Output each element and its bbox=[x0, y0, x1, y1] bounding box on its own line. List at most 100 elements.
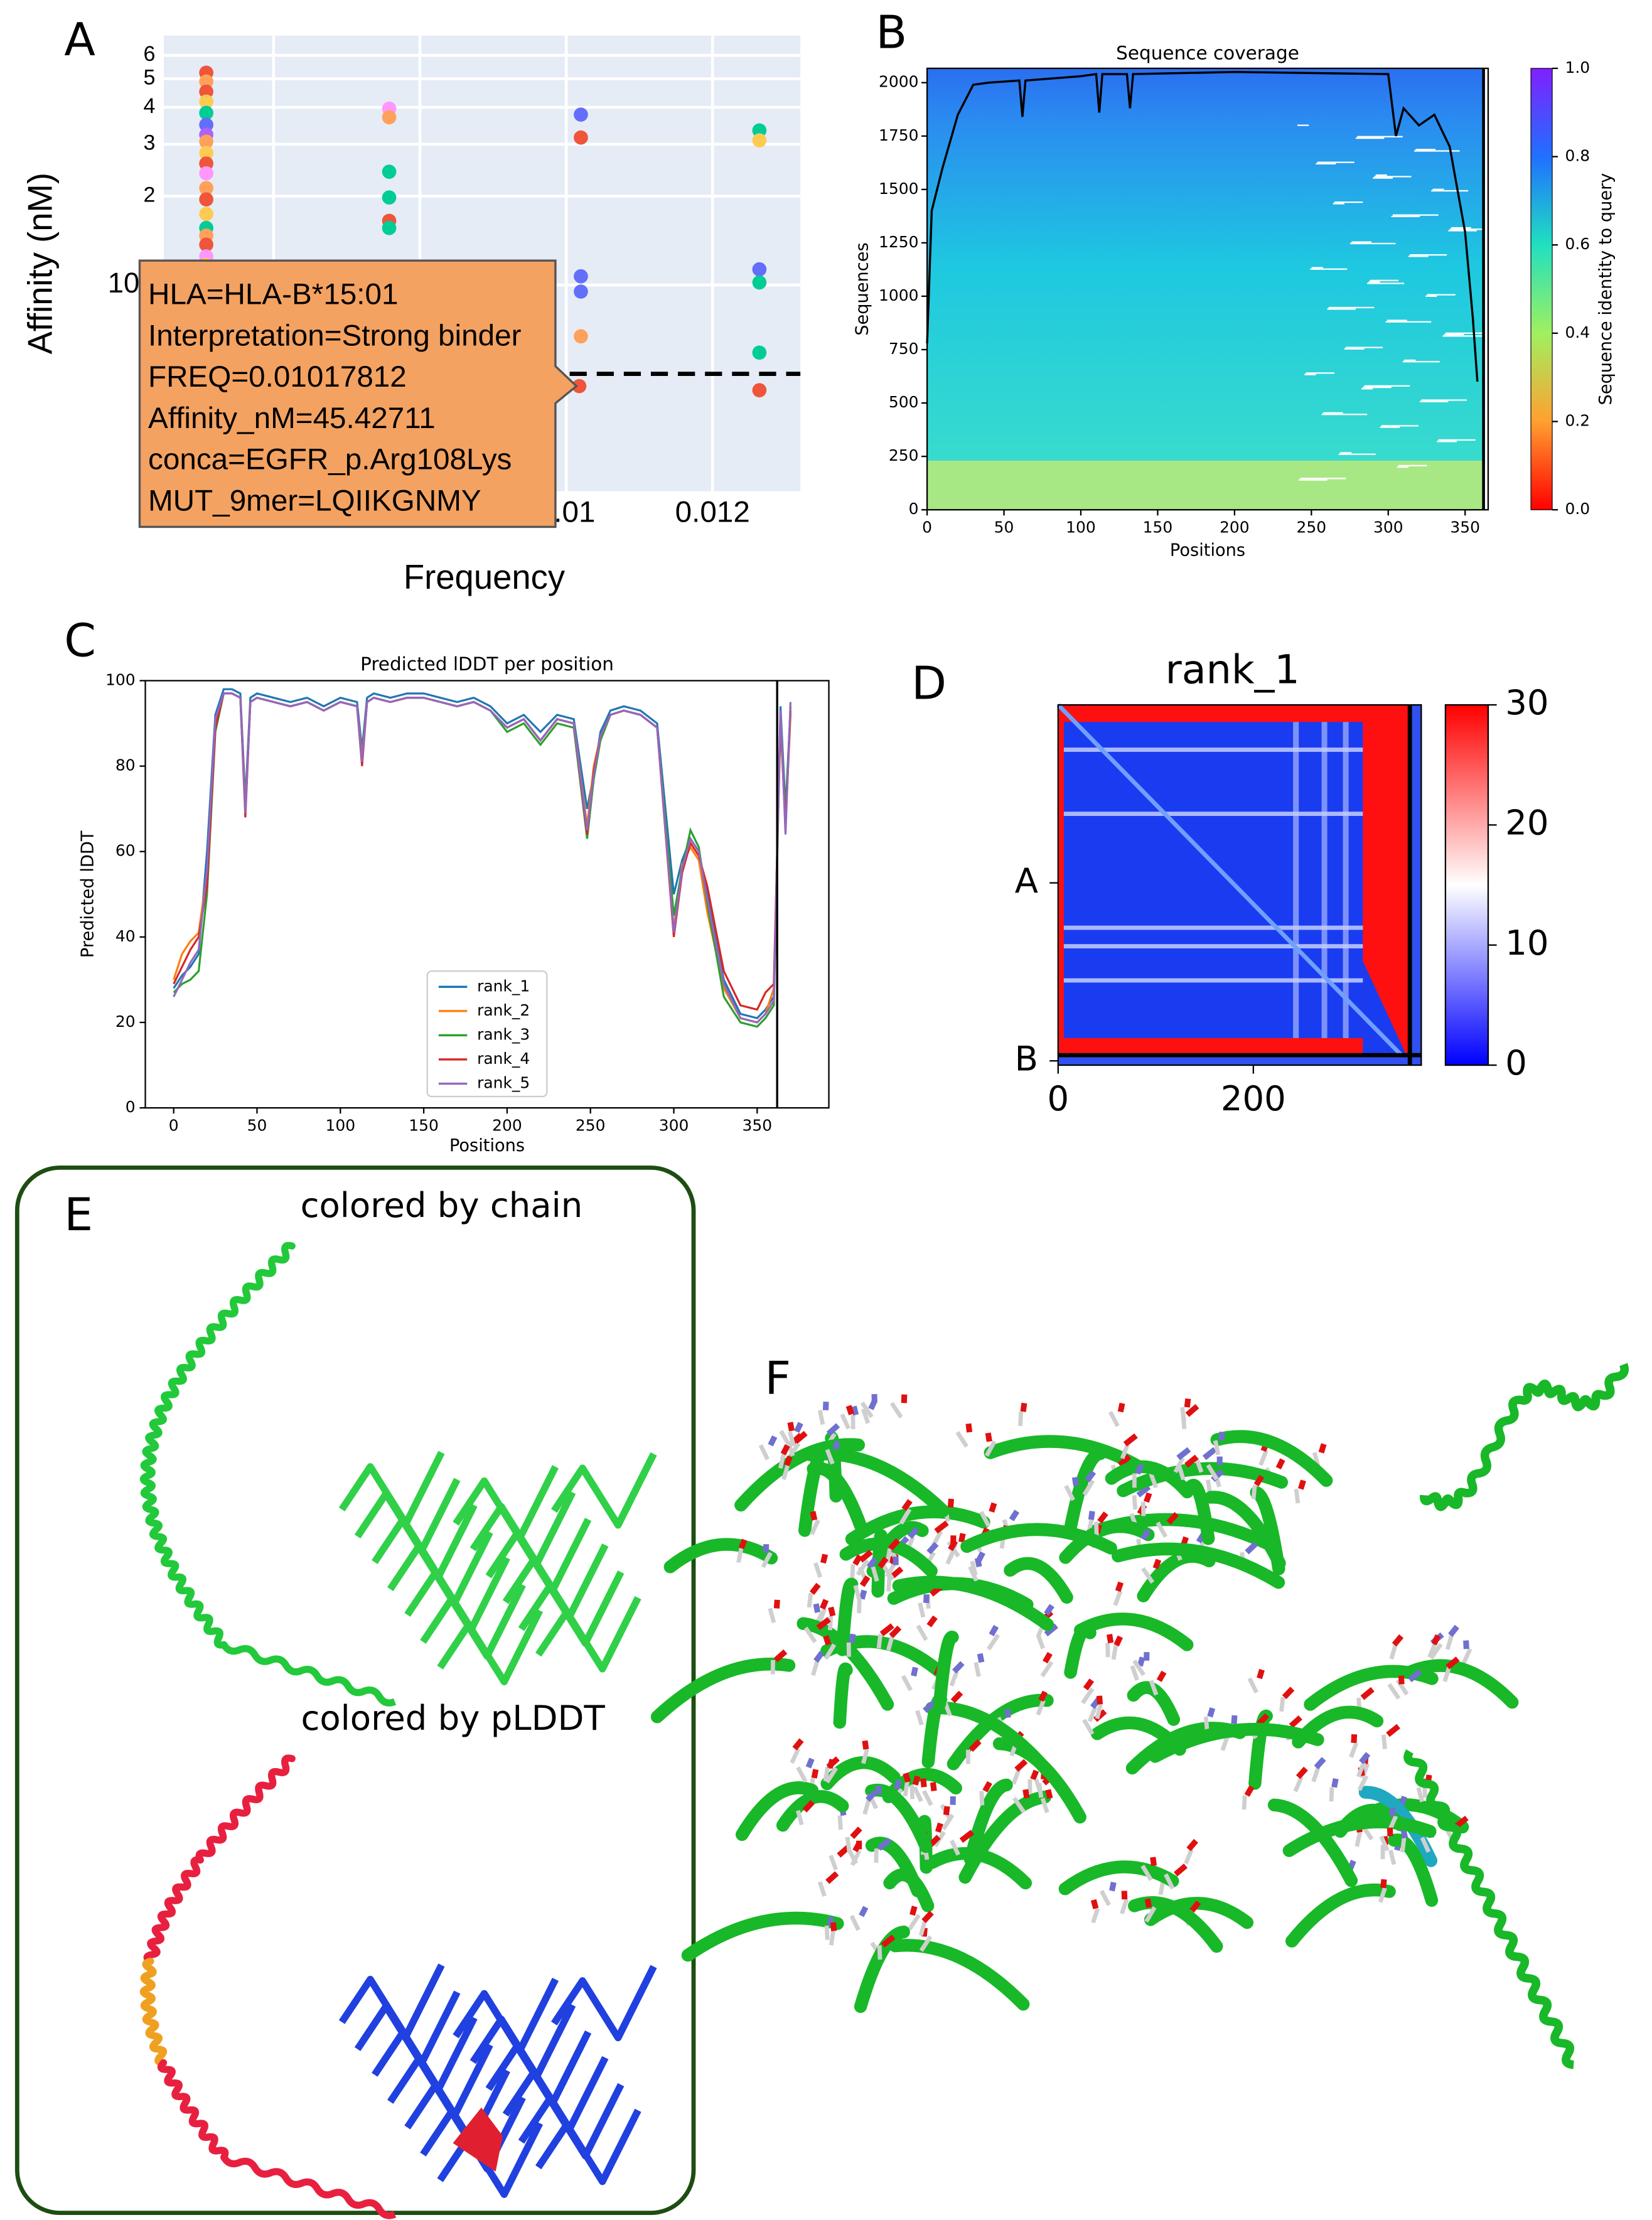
colorbar-tick-label: 20 bbox=[1505, 803, 1548, 843]
side-chain bbox=[787, 1422, 795, 1432]
side-chain bbox=[1164, 1873, 1175, 1890]
domain-strand bbox=[518, 1570, 625, 1647]
ribbon bbox=[1388, 1833, 1439, 1907]
side-chain bbox=[989, 1502, 997, 1513]
x-tick-label: 50 bbox=[247, 1117, 267, 1135]
side-chain bbox=[853, 1585, 862, 1601]
side-chain bbox=[1120, 1899, 1129, 1914]
side-chain bbox=[1378, 1887, 1387, 1903]
x-tick-label: 150 bbox=[409, 1117, 439, 1135]
side-chain bbox=[827, 1917, 834, 1926]
side-chain bbox=[817, 1410, 825, 1425]
side-chain bbox=[921, 1789, 933, 1806]
side-chain bbox=[1431, 1634, 1441, 1646]
ribbon bbox=[960, 1523, 1117, 1555]
side-chain bbox=[912, 1775, 921, 1786]
side-chain bbox=[810, 1511, 818, 1521]
y-tick-label: 40 bbox=[115, 927, 136, 945]
side-chain bbox=[1298, 1479, 1306, 1490]
side-chain bbox=[861, 1408, 871, 1424]
side-chain bbox=[1186, 1838, 1198, 1852]
y-tick-label: 6 bbox=[143, 42, 155, 66]
side-chain bbox=[813, 1562, 823, 1578]
side-chain bbox=[1442, 1666, 1452, 1682]
helix-tail bbox=[1403, 1749, 1575, 2069]
ribbon bbox=[734, 1438, 866, 1512]
ribbon bbox=[1137, 1550, 1216, 1602]
side-chain bbox=[1036, 1699, 1046, 1716]
coverage-line bbox=[926, 70, 1479, 382]
side-chain bbox=[888, 1538, 901, 1551]
domain-strand bbox=[387, 2043, 493, 2120]
x-tick-label: 200 bbox=[1220, 518, 1250, 537]
side-chain bbox=[1392, 1634, 1404, 1647]
side-chain bbox=[1117, 1402, 1125, 1413]
side-chain bbox=[1275, 1458, 1285, 1470]
point bbox=[199, 117, 213, 132]
side-chain bbox=[952, 1661, 965, 1674]
side-chain bbox=[822, 1401, 829, 1411]
side-chain bbox=[876, 1634, 883, 1649]
side-chain bbox=[849, 1633, 856, 1643]
side-chain bbox=[881, 1563, 895, 1581]
side-chain bbox=[1020, 1402, 1027, 1412]
pae-stripe bbox=[1343, 722, 1349, 1038]
chain-trace bbox=[140, 1958, 168, 2067]
panel-label: E bbox=[64, 1189, 93, 1241]
y-axis-title: Sequences bbox=[852, 242, 872, 335]
ribbon bbox=[1059, 1520, 1155, 1564]
side-chain bbox=[1132, 1494, 1138, 1510]
legend-label: rank_5 bbox=[477, 1074, 530, 1092]
side-chain bbox=[813, 1651, 825, 1663]
domain-strand bbox=[420, 1583, 526, 1660]
ribbon bbox=[820, 1756, 901, 1791]
y-tick-label: 250 bbox=[889, 446, 919, 464]
side-chain bbox=[934, 1520, 949, 1534]
side-chain bbox=[850, 1850, 862, 1867]
side-chain bbox=[977, 1653, 985, 1663]
side-chain bbox=[1109, 1882, 1117, 1892]
ribbon bbox=[1358, 1786, 1438, 1867]
side-chain bbox=[1156, 1521, 1168, 1538]
side-chain bbox=[849, 1914, 861, 1931]
side-chain bbox=[1144, 1492, 1152, 1503]
side-chain bbox=[970, 1560, 978, 1576]
domain-strand bbox=[518, 2083, 625, 2160]
side-chain bbox=[1173, 1457, 1185, 1474]
side-chain bbox=[788, 1431, 796, 1447]
point bbox=[199, 206, 213, 222]
side-chain bbox=[1011, 1769, 1021, 1785]
colorbar-tick-label: 0.6 bbox=[1565, 235, 1590, 253]
side-chain bbox=[1149, 1680, 1159, 1696]
y-tick-label: 1750 bbox=[879, 126, 918, 144]
side-chain bbox=[809, 1582, 821, 1595]
side-chain bbox=[1095, 1703, 1103, 1719]
pae-stripe bbox=[1063, 748, 1363, 752]
tooltip-line: conca=EGFR_p.Arg108Lys bbox=[148, 443, 512, 476]
side-chain bbox=[1174, 1863, 1188, 1877]
side-chain bbox=[1429, 1643, 1443, 1660]
y-tick-label: 100 bbox=[105, 670, 136, 689]
side-chain bbox=[860, 1401, 874, 1418]
pae-stripe bbox=[1063, 812, 1363, 817]
ribbon bbox=[888, 1939, 1030, 2011]
side-chain bbox=[780, 1444, 790, 1456]
point bbox=[752, 133, 767, 148]
side-chain bbox=[837, 1815, 843, 1830]
side-chain bbox=[832, 1440, 840, 1451]
side-chain bbox=[1136, 1484, 1151, 1498]
side-chain bbox=[943, 1806, 950, 1816]
ribbon bbox=[984, 1435, 1146, 1474]
side-chain bbox=[1177, 1464, 1186, 1481]
side-chain bbox=[1349, 1742, 1359, 1758]
side-chain bbox=[1156, 1670, 1167, 1682]
side-chain bbox=[1416, 1787, 1424, 1803]
pae-chainb bbox=[1411, 705, 1422, 1066]
side-chain bbox=[1176, 1447, 1191, 1461]
side-chain bbox=[1150, 1857, 1157, 1867]
chain-trace bbox=[220, 1643, 397, 1707]
chain-trace bbox=[220, 2155, 397, 2219]
point bbox=[752, 123, 767, 138]
side-chain bbox=[1144, 1898, 1152, 1908]
side-chain bbox=[1044, 1623, 1058, 1637]
